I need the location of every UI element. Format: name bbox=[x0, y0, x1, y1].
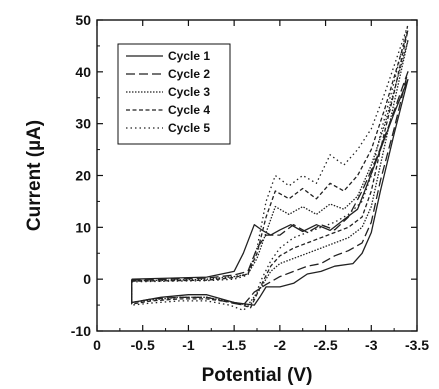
legend-box bbox=[117, 43, 231, 145]
x-axis: 0 -0.5 -1 -1.5 -2 -2.5 -3 -3.5 bbox=[93, 20, 429, 353]
y-tick-label: 10 bbox=[75, 219, 91, 235]
y-tick-label: 30 bbox=[75, 116, 91, 132]
series-layer bbox=[131, 24, 409, 311]
x-tick-label: -1 bbox=[182, 337, 195, 353]
legend-label-cycle-1: Cycle 1 bbox=[168, 49, 210, 63]
series-line-cycle-4 bbox=[131, 29, 409, 309]
x-tick-label: -3 bbox=[365, 337, 378, 353]
y-axis-title: Current (µA) bbox=[24, 120, 45, 231]
x-tick-label: -3.5 bbox=[405, 337, 429, 353]
legend: Cycle 1 Cycle 2 Cycle 3 Cycle 4 Cycle 5 bbox=[117, 43, 231, 145]
legend-label-cycle-4: Cycle 4 bbox=[168, 103, 210, 117]
x-tick-label: -1.5 bbox=[222, 337, 246, 353]
x-axis-title: Potential (V) bbox=[202, 365, 313, 386]
y-tick-label: 0 bbox=[83, 271, 91, 287]
legend-label-cycle-5: Cycle 5 bbox=[168, 121, 210, 135]
series-line-cycle-3 bbox=[131, 40, 409, 306]
y-tick-label: -10 bbox=[71, 323, 91, 339]
series-line-cycle-2 bbox=[131, 71, 409, 306]
x-tick-label: -2.5 bbox=[314, 337, 338, 353]
x-tick-label: -2 bbox=[274, 337, 287, 353]
legend-label-cycle-3: Cycle 3 bbox=[168, 85, 210, 99]
y-tick-label: 40 bbox=[75, 64, 91, 80]
y-axis: -10 0 10 20 30 40 50 bbox=[71, 12, 417, 339]
y-tick-label: 20 bbox=[75, 168, 91, 184]
y-tick-label: 50 bbox=[75, 12, 91, 28]
x-tick-label: -0.5 bbox=[131, 337, 155, 353]
legend-label-cycle-2: Cycle 2 bbox=[168, 67, 210, 81]
x-tick-label: 0 bbox=[93, 337, 101, 353]
